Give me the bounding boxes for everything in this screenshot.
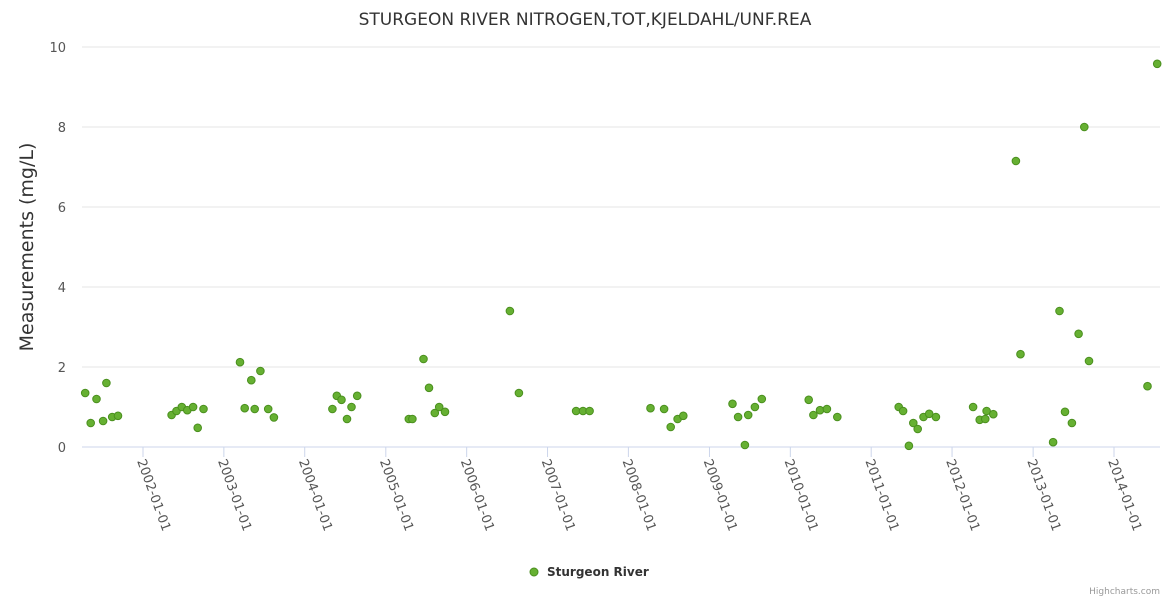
- data-point[interactable]: [898, 406, 908, 416]
- data-point[interactable]: [1060, 407, 1070, 417]
- data-point[interactable]: [679, 411, 688, 421]
- data-point[interactable]: [1016, 349, 1025, 359]
- data-point[interactable]: [728, 399, 737, 409]
- legend-item-sturgeon-river[interactable]: Sturgeon River: [547, 565, 649, 579]
- data-point[interactable]: [1143, 381, 1152, 391]
- data-point[interactable]: [250, 404, 259, 414]
- data-point[interactable]: [740, 440, 750, 450]
- data-point[interactable]: [904, 441, 914, 451]
- data-point[interactable]: [80, 388, 90, 398]
- data-point[interactable]: [1055, 306, 1064, 316]
- data-point[interactable]: [968, 402, 978, 412]
- data-point[interactable]: [269, 413, 279, 422]
- y-tick-label: 4: [58, 281, 66, 296]
- data-point[interactable]: [419, 354, 428, 364]
- data-point[interactable]: [193, 423, 202, 433]
- series-sturgeon-river[interactable]: [80, 59, 1162, 451]
- data-point[interactable]: [347, 402, 356, 412]
- data-point[interactable]: [1084, 356, 1094, 366]
- data-point[interactable]: [646, 403, 655, 413]
- y-axis-title: Measurements (mg/L): [16, 143, 38, 352]
- data-point[interactable]: [815, 405, 825, 415]
- data-point[interactable]: [833, 412, 842, 422]
- data-point[interactable]: [240, 403, 249, 413]
- data-point[interactable]: [822, 404, 832, 414]
- data-point[interactable]: [337, 395, 346, 405]
- y-tick-label: 0: [58, 441, 66, 456]
- data-point[interactable]: [1067, 418, 1077, 428]
- chart-title: STURGEON RIVER NITROGEN,TOT,KJELDAHL/UNF…: [359, 10, 812, 30]
- data-point[interactable]: [1048, 437, 1058, 447]
- credits-link[interactable]: Highcharts.com: [1089, 587, 1160, 597]
- data-point[interactable]: [750, 402, 760, 412]
- data-point[interactable]: [913, 424, 923, 434]
- y-tick-label: 8: [58, 121, 66, 136]
- data-point[interactable]: [263, 404, 273, 414]
- data-point[interactable]: [342, 414, 352, 424]
- data-point[interactable]: [989, 409, 998, 419]
- data-point[interactable]: [98, 416, 108, 426]
- data-point[interactable]: [424, 383, 434, 393]
- data-point[interactable]: [757, 394, 767, 404]
- data-point[interactable]: [505, 306, 515, 316]
- data-point[interactable]: [931, 412, 941, 422]
- data-point[interactable]: [733, 412, 743, 422]
- data-point[interactable]: [982, 406, 991, 416]
- data-point[interactable]: [352, 391, 362, 401]
- data-point[interactable]: [804, 395, 814, 405]
- data-point[interactable]: [585, 406, 594, 416]
- y-tick-label: 10: [49, 41, 66, 56]
- data-point[interactable]: [1152, 59, 1162, 69]
- data-point[interactable]: [188, 402, 198, 412]
- data-point[interactable]: [440, 407, 450, 417]
- data-point[interactable]: [809, 410, 818, 420]
- data-point[interactable]: [514, 388, 524, 398]
- data-point[interactable]: [408, 414, 417, 424]
- data-point[interactable]: [102, 378, 111, 388]
- y-tick-label: 2: [58, 361, 66, 376]
- legend[interactable]: Sturgeon River: [529, 565, 649, 579]
- data-point[interactable]: [1011, 156, 1021, 166]
- data-point[interactable]: [659, 404, 669, 414]
- data-point[interactable]: [434, 402, 444, 412]
- data-point[interactable]: [1080, 122, 1089, 132]
- data-point[interactable]: [1074, 329, 1083, 339]
- data-point[interactable]: [199, 404, 208, 414]
- data-point[interactable]: [666, 422, 676, 432]
- legend-marker[interactable]: [529, 567, 539, 577]
- data-point[interactable]: [430, 408, 440, 418]
- data-point[interactable]: [113, 411, 123, 421]
- grid-lines: [82, 46, 1160, 368]
- data-point[interactable]: [924, 409, 934, 419]
- data-point[interactable]: [909, 418, 918, 428]
- y-tick-label: 6: [58, 201, 66, 216]
- data-point[interactable]: [247, 375, 256, 385]
- data-point[interactable]: [743, 410, 753, 420]
- data-point[interactable]: [92, 394, 101, 404]
- y-axis: 0 2 4 6 8 10: [49, 41, 66, 456]
- data-point[interactable]: [328, 404, 337, 414]
- data-point[interactable]: [981, 414, 990, 424]
- data-point[interactable]: [86, 418, 95, 428]
- data-point[interactable]: [235, 357, 245, 367]
- data-point[interactable]: [256, 366, 265, 376]
